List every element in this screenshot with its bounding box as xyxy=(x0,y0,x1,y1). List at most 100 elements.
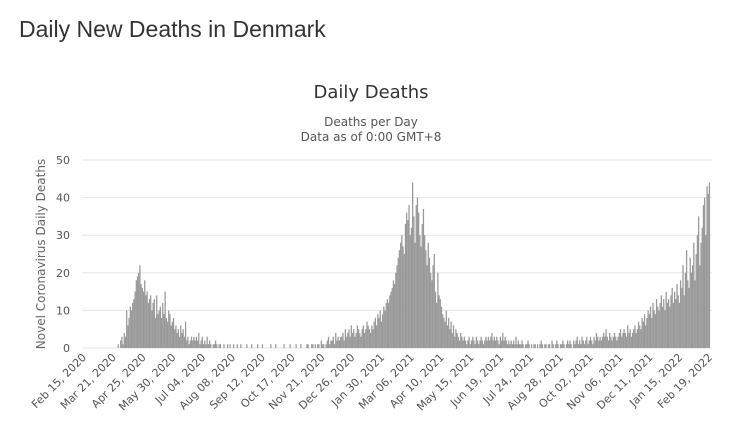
bar xyxy=(672,302,675,348)
bar xyxy=(536,344,539,348)
bar xyxy=(354,336,356,348)
bar xyxy=(636,329,638,348)
bar xyxy=(637,321,640,348)
bar xyxy=(431,280,433,348)
bar xyxy=(699,265,701,348)
bar xyxy=(583,344,586,348)
bar xyxy=(478,344,480,348)
bar xyxy=(609,332,611,348)
bar xyxy=(190,336,193,348)
bar xyxy=(474,344,476,348)
bar xyxy=(312,344,314,348)
bar xyxy=(160,317,163,348)
bar xyxy=(630,336,632,348)
bar xyxy=(486,340,488,348)
bar xyxy=(510,340,512,348)
bar xyxy=(663,299,665,348)
bar xyxy=(464,340,467,348)
bar xyxy=(548,344,551,348)
bar xyxy=(325,344,327,348)
bar xyxy=(345,336,348,348)
bar xyxy=(251,344,253,348)
bar xyxy=(321,344,324,348)
bar xyxy=(482,344,485,348)
bar xyxy=(415,205,417,348)
bar xyxy=(635,332,637,348)
bar xyxy=(491,332,493,348)
bar xyxy=(476,340,479,348)
bar xyxy=(612,336,614,348)
bar xyxy=(432,265,434,348)
bar xyxy=(338,340,340,348)
bar xyxy=(580,344,582,348)
bar xyxy=(457,336,459,348)
bar xyxy=(467,340,469,348)
bar xyxy=(153,299,155,348)
bar xyxy=(342,332,344,348)
bar xyxy=(563,344,565,348)
bar xyxy=(625,336,628,348)
bar xyxy=(511,344,514,348)
bar xyxy=(375,325,378,348)
bar xyxy=(696,235,699,348)
bar xyxy=(521,340,523,348)
bar xyxy=(472,336,474,348)
bar xyxy=(396,265,398,348)
bar xyxy=(573,340,575,348)
bar xyxy=(353,329,355,348)
bar xyxy=(306,344,308,348)
bar xyxy=(236,344,238,348)
bar xyxy=(407,220,409,348)
bar xyxy=(240,344,242,348)
bar xyxy=(401,235,403,348)
bar xyxy=(534,344,536,348)
bar xyxy=(394,284,396,348)
bar xyxy=(177,329,179,348)
bar xyxy=(380,321,383,348)
bar xyxy=(184,321,187,348)
bar xyxy=(343,340,345,348)
bar xyxy=(544,344,546,348)
bar xyxy=(689,257,691,348)
bar xyxy=(540,340,542,348)
bar xyxy=(664,310,666,348)
bar xyxy=(147,302,149,348)
bar xyxy=(468,336,470,348)
bar xyxy=(357,329,360,348)
bar xyxy=(502,332,504,348)
bar xyxy=(212,344,214,348)
bar xyxy=(607,340,610,348)
bar xyxy=(703,197,706,348)
bar xyxy=(320,340,322,348)
bar xyxy=(691,265,694,348)
bar xyxy=(557,344,559,348)
bar xyxy=(690,272,693,348)
bar xyxy=(124,336,127,348)
bar xyxy=(685,250,688,348)
bar xyxy=(568,344,570,348)
bar xyxy=(434,291,437,348)
bar xyxy=(123,332,125,348)
bar xyxy=(646,317,648,348)
bar xyxy=(158,310,160,348)
bar xyxy=(332,336,334,348)
bar xyxy=(187,336,189,348)
bar xyxy=(633,329,635,348)
bar xyxy=(484,340,486,348)
bar xyxy=(683,295,685,348)
bar xyxy=(329,344,331,348)
bar xyxy=(678,302,681,348)
bar xyxy=(509,344,511,348)
bar xyxy=(641,317,643,348)
bar xyxy=(516,344,518,348)
bar xyxy=(356,325,359,348)
bar xyxy=(172,317,175,348)
bar xyxy=(649,306,652,348)
bar xyxy=(331,340,333,348)
bar xyxy=(213,344,216,348)
bar xyxy=(576,336,578,348)
bar xyxy=(397,257,399,348)
bar xyxy=(541,344,544,348)
bar xyxy=(139,265,141,348)
